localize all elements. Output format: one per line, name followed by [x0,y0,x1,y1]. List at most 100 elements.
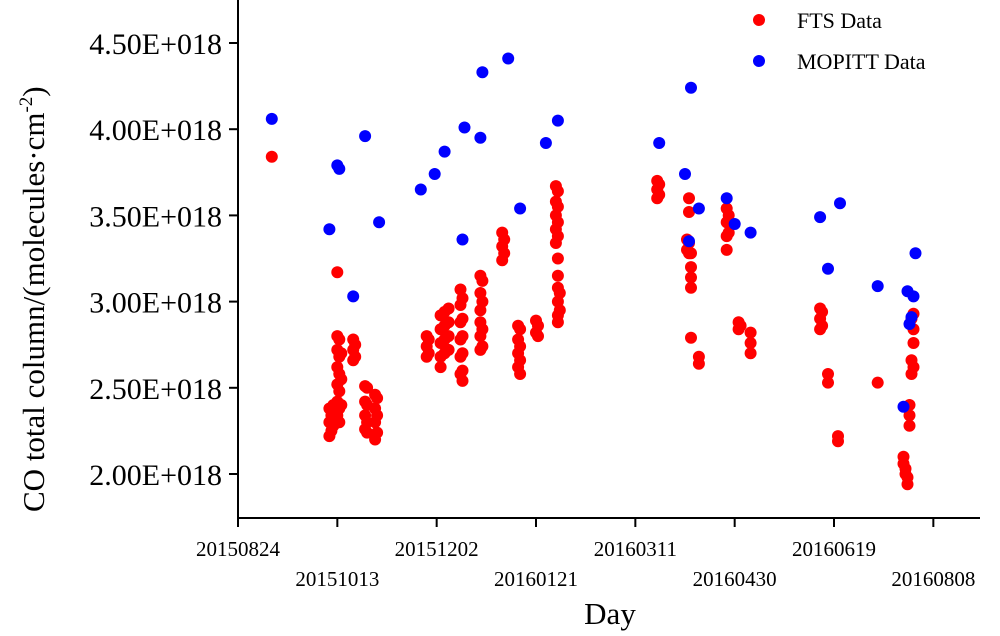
mopitt-point-15 [514,202,527,215]
mopitt-point-26 [814,211,827,224]
fts-point-110 [551,252,564,265]
fts-point-68 [456,292,469,305]
mopitt-point-30 [897,400,910,413]
mopitt-point-11 [458,121,471,134]
mopitt-point-20 [683,235,695,248]
fts-point-8 [331,266,344,279]
legend-marker-fts [753,14,765,26]
legend: FTS Data MOPITT Data [753,8,926,74]
fts-point-53 [434,361,447,374]
fts-point-151 [816,305,829,318]
mopitt-point-35 [909,247,922,260]
mopitt-point-1 [323,223,336,236]
fts-point-71 [456,347,469,360]
fts-point-72 [456,364,469,377]
fts-point-47 [422,333,435,346]
plot-axes [237,0,980,519]
mopitt-point-22 [692,202,705,215]
mopitt-point-3 [333,162,346,175]
legend-marker-mopitt [753,55,765,67]
fts-point-48 [422,347,435,360]
mopitt-point-7 [414,183,427,196]
fts-point-15 [333,333,346,346]
mopitt-point-9 [438,145,451,158]
y-axis-title-main: CO total column/(molecules·cm [16,113,51,512]
mopitt-point-33 [905,311,918,324]
y-axis-title-close: ) [16,86,51,96]
fts-point-80 [476,274,489,287]
mopitt-point-28 [834,197,846,210]
fts-point-146 [744,337,757,349]
legend-label-mopitt: MOPITT Data [797,49,926,74]
mopitt-point-0 [265,112,278,125]
fts-point-95 [514,354,527,367]
fts-point-70 [456,330,469,343]
mopitt-point-24 [728,218,741,230]
fts-point-107 [551,200,564,213]
fts-point-130 [685,261,697,274]
fts-point-126 [683,206,695,218]
x-tick-label-5: 20160430 [693,567,777,591]
mopitt-point-34 [907,290,920,303]
x-axis-ticks: 20150824 20151013 20151202 20160121 20160311… [196,518,975,591]
fts-point-152 [816,319,829,332]
fts-point-60 [442,330,455,343]
y-axis-title: CO total column/(molecules·cm-2) [16,86,51,512]
fts-point-100 [532,330,544,343]
fts-point-93 [514,323,527,336]
mopitt-point-13 [476,66,489,79]
mopitt-point-21 [685,81,697,94]
x-axis-title: Day [584,596,636,631]
fts-point-81 [476,295,489,308]
mopitt-point-6 [373,216,386,229]
fts-point-58 [442,302,455,315]
y-tick-label-4: 4.00E+018 [89,114,222,147]
fts-point-61 [442,343,455,356]
y-tick-label-5: 4.50E+018 [89,28,222,61]
mopitt-point-27 [822,262,834,275]
fts-point-154 [822,376,834,389]
fts-point-153 [822,368,834,380]
fts-point-42 [371,409,384,422]
fts-point-147 [744,347,757,360]
fts-point-117 [553,304,566,317]
fts-point-172 [907,337,920,349]
y-tick-label-1: 2.50E+018 [89,373,222,406]
fts-point-144 [734,319,747,332]
x-tick-label-2: 20151202 [395,537,479,561]
fts-point-115 [551,316,564,329]
mopitt-point-8 [428,168,441,180]
mopitt-point-19 [679,168,691,180]
fts-point-20 [333,416,346,429]
x-tick-label-6: 20160619 [792,537,876,561]
mopitt-point-18 [653,137,666,149]
fts-point-82 [476,323,489,336]
fts-point-106 [551,185,564,198]
fts-point-83 [476,340,489,353]
fts-point-132 [685,281,697,294]
fts-point-165 [903,409,916,422]
mopitt-point-4 [347,290,360,303]
fts-point-21 [335,347,348,360]
mopitt-point-5 [359,130,372,143]
fts-point-96 [514,368,527,380]
fts-point-59 [442,316,455,329]
fts-point-108 [551,216,564,229]
data-points [265,52,922,491]
fts-point-87 [498,233,511,246]
fts-point-33 [361,381,374,394]
x-tick-label-4: 20160311 [594,537,677,561]
fts-point-145 [744,326,757,339]
y-axis-title-superscript: -2 [16,97,37,113]
y-tick-label-0: 2.00E+018 [89,459,222,492]
mopitt-point-29 [871,280,884,293]
fts-point-73 [456,374,469,387]
fts-point-88 [498,247,511,260]
fts-point-122 [653,188,666,201]
x-tick-label-1: 20151013 [295,567,379,591]
fts-point-133 [685,331,697,344]
fts-point-36 [361,426,374,439]
fts-point-141 [722,226,735,239]
y-axis-ticks: 2.00E+018 2.50E+018 3.00E+018 3.50E+018 4.00… [89,28,238,492]
